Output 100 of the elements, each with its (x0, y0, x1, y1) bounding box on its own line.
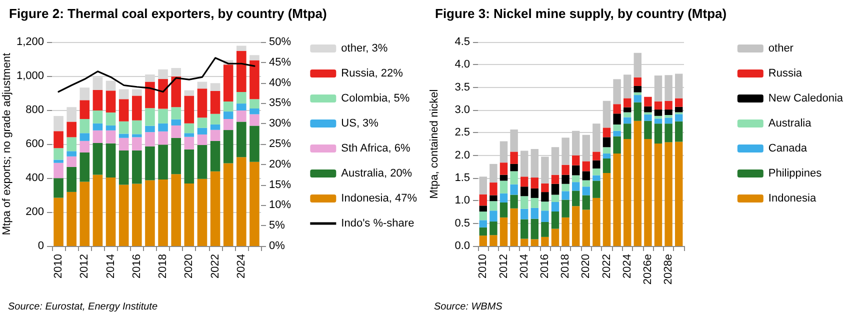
legend-label: Indonesia, 47% (341, 192, 418, 204)
bar (520, 219, 528, 239)
bar (572, 175, 580, 182)
bar (118, 121, 129, 134)
bar (613, 130, 621, 136)
bar (674, 121, 683, 142)
bar (197, 82, 208, 89)
bar (602, 147, 611, 154)
x-tick-label: 2022 (600, 254, 613, 278)
bar (66, 156, 76, 167)
y-tick-label: 800 (26, 104, 44, 116)
bar (654, 144, 662, 246)
bar (92, 130, 103, 143)
bar (184, 149, 194, 184)
y-tick-label: 400 (26, 172, 44, 184)
bar (184, 136, 194, 150)
bar (510, 164, 518, 172)
source-note: Source: Eurostat, Energy Institute (8, 302, 158, 312)
bar (602, 137, 611, 148)
bar (197, 145, 208, 179)
bar (210, 124, 220, 130)
bar (510, 208, 518, 246)
bar (236, 122, 246, 158)
bar (572, 155, 580, 166)
bar (541, 210, 549, 222)
y2-tick-label: 0% (269, 240, 286, 252)
bar (530, 218, 539, 240)
bar (250, 114, 260, 126)
bar (562, 191, 570, 200)
bar (582, 195, 590, 210)
x-tick-label: 2020 (580, 254, 592, 278)
bar (210, 171, 220, 246)
bar (184, 123, 194, 134)
bar (236, 104, 246, 111)
bar (158, 144, 168, 180)
bar (132, 89, 142, 96)
bar (592, 160, 600, 168)
chart-title: Figure 2: Thermal coal exporters, by country (Mtpa) (9, 6, 327, 21)
legend-label: Colombia, 5% (341, 92, 410, 104)
bar (654, 124, 662, 144)
bar (54, 116, 64, 132)
bar (250, 162, 260, 246)
x-tick-label: 2012 (78, 254, 91, 278)
bar (80, 152, 90, 182)
bar (613, 154, 621, 246)
bar (66, 192, 76, 246)
y-axis-title: Mtpa, contained nickel (428, 89, 440, 199)
x-tick-label: 2018 (157, 254, 170, 278)
source-note: Source: WBMS (434, 302, 503, 312)
bar (118, 134, 129, 138)
x-tick-label: 2026e (642, 254, 654, 285)
bar (197, 88, 208, 118)
bar (250, 108, 260, 114)
bar (106, 143, 116, 178)
bar (197, 118, 208, 128)
bar (106, 125, 116, 130)
bar (592, 180, 600, 198)
bar (674, 142, 683, 246)
bar (613, 114, 621, 125)
bar (664, 110, 672, 115)
bar (223, 130, 234, 164)
bar (592, 168, 600, 176)
bar (118, 150, 129, 185)
bar (613, 124, 621, 131)
bar (197, 128, 208, 134)
bar (92, 90, 103, 111)
bar (171, 125, 181, 138)
bar (479, 227, 488, 236)
legend-label: Russia, 22% (341, 68, 404, 80)
y2-tick-label: 40% (269, 76, 292, 89)
x-tick-label: 2020 (183, 254, 196, 278)
bar (674, 98, 683, 107)
bar (623, 112, 632, 118)
bar (644, 106, 652, 112)
bar (479, 194, 488, 206)
chart-title: Figure 3: Nickel mine supply, by country (Mtpa) (435, 6, 727, 21)
bar (184, 133, 194, 137)
bar (145, 180, 155, 246)
bar (106, 177, 116, 246)
bar (118, 138, 129, 150)
bar (197, 178, 208, 246)
bar (551, 228, 560, 246)
bar (54, 198, 64, 246)
y2-tick-label: 50% (269, 36, 292, 48)
bar (634, 77, 642, 86)
bar (223, 102, 234, 112)
bar (236, 46, 246, 51)
bar (80, 119, 90, 134)
bar (145, 126, 155, 132)
bar (510, 171, 518, 184)
bar (541, 192, 549, 202)
y-tick-label: 1.5 (454, 172, 470, 184)
bar (490, 210, 498, 222)
bar (520, 208, 528, 220)
bar (250, 126, 260, 162)
bar (92, 142, 103, 175)
bar (654, 101, 662, 110)
bar (551, 174, 560, 184)
x-tick-label: 2010 (52, 254, 65, 278)
bar (66, 122, 76, 138)
